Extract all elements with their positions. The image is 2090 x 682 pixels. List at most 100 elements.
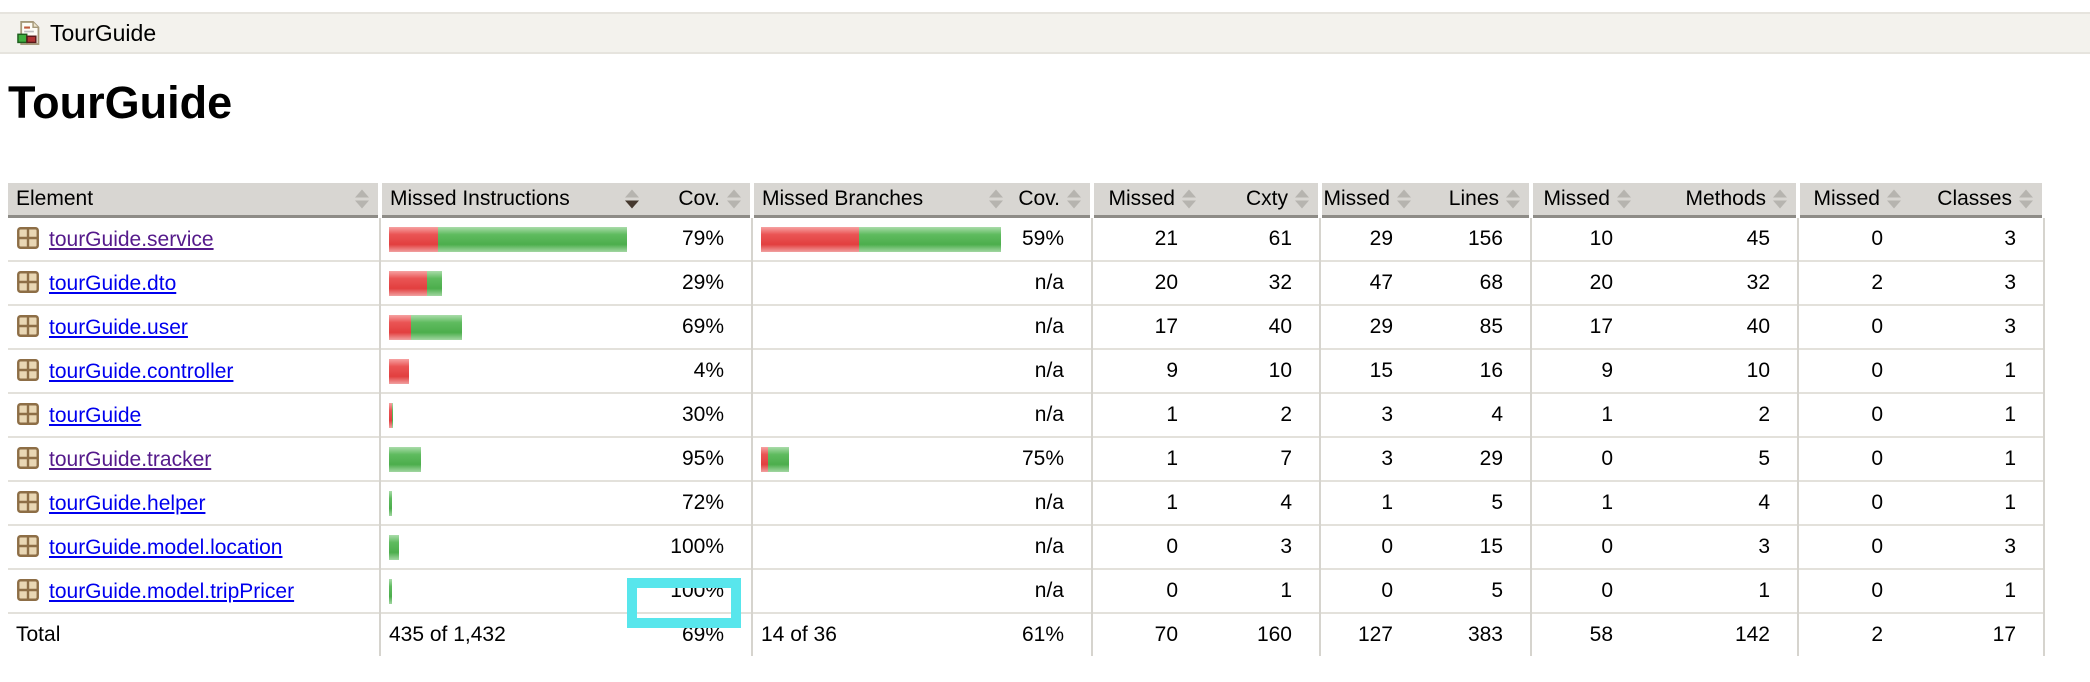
sort-icon [989,189,1003,209]
header-missed-methods[interactable]: Missed [1531,183,1640,218]
package-link[interactable]: tourGuide.controller [49,360,234,383]
missed-cxty: 9 [1092,348,1205,393]
total-missed-classes: 2 [1798,612,1910,656]
header-branch-coverage[interactable]: Cov. [1012,183,1094,218]
missed-lines: 29 [1320,215,1420,261]
total-label: Total [8,612,381,656]
package-link[interactable]: tourGuide.dto [49,272,177,295]
cell-element: tourGuide.helper [8,480,381,525]
header-element[interactable]: Element [8,183,382,218]
missed-branches-bar [752,436,1012,481]
package-link[interactable]: tourGuide.user [49,316,188,339]
cell-element: tourGuide.model.tripPricer [8,568,381,613]
methods: 4 [1640,480,1799,525]
missed-cxty: 21 [1092,215,1205,261]
classes: 1 [1910,436,2045,481]
breadcrumb: TourGuide [0,12,2090,54]
cell-element: tourGuide.user [8,304,381,349]
header-missed-cxty[interactable]: Missed [1092,183,1205,218]
cxty: 4 [1205,480,1321,525]
missed-classes: 0 [1798,392,1910,437]
methods: 3 [1640,524,1799,569]
total-missed-lines: 127 [1320,612,1420,656]
total-lines: 383 [1420,612,1532,656]
missed-methods: 1 [1531,392,1640,437]
package-link[interactable]: tourGuide.service [49,228,214,251]
missed-cxty: 1 [1092,480,1205,525]
branch-coverage: 59% [1012,215,1093,261]
package-link[interactable]: tourGuide.helper [49,492,206,515]
branch-coverage: n/a [1012,480,1093,525]
missed-instructions-bar [380,392,648,437]
lines: 15 [1420,524,1532,569]
cell-element: tourGuide.controller [8,348,381,393]
missed-cxty: 0 [1092,568,1205,613]
total-missed-instructions: 435 of 1,432 [380,612,648,656]
missed-branches-bar [752,524,1012,569]
cxty: 32 [1205,260,1321,305]
missed-instructions-bar [380,480,648,525]
package-link[interactable]: tourGuide.model.tripPricer [49,580,295,603]
total-branch-coverage: 61% [1012,612,1093,656]
methods: 45 [1640,215,1799,261]
table-row: tourGuide.model.location 100% n/a 0 3 0 … [8,524,2045,569]
header-classes[interactable]: Classes [1910,183,2046,218]
branch-coverage: 75% [1012,436,1093,481]
table-row: tourGuide.controller 4% n/a 9 10 15 16 9… [8,348,2045,393]
classes: 3 [1910,304,2045,349]
cxty: 61 [1205,215,1321,261]
branch-coverage: n/a [1012,392,1093,437]
header-missed-instructions[interactable]: Missed Instructions [380,183,648,218]
table-row: tourGuide.tracker 95% 75% 1 7 3 29 0 5 0… [8,436,2045,481]
lines: 85 [1420,304,1532,349]
methods: 2 [1640,392,1799,437]
header-methods[interactable]: Methods [1640,183,1800,218]
header-missed-branches[interactable]: Missed Branches [752,183,1012,218]
header-missed-lines[interactable]: Missed [1320,183,1420,218]
classes: 3 [1910,524,2045,569]
missed-instructions-bar [380,215,648,261]
header-missed-classes[interactable]: Missed [1798,183,1910,218]
table-row: tourGuide.user 69% n/a 17 40 29 85 17 40… [8,304,2045,349]
missed-lines: 0 [1320,524,1420,569]
cxty: 7 [1205,436,1321,481]
sort-icon [1295,189,1309,209]
missed-classes: 0 [1798,304,1910,349]
cell-element: tourGuide.service [8,215,381,261]
total-row: Total 435 of 1,432 69% 14 of 36 61% 70 1… [8,612,2045,656]
sort-icon [1773,189,1787,209]
package-icon [16,226,40,250]
missed-cxty: 1 [1092,436,1205,481]
header-lines[interactable]: Lines [1420,183,1533,218]
missed-methods: 9 [1531,348,1640,393]
cxty: 10 [1205,348,1321,393]
package-link[interactable]: tourGuide.model.location [49,536,283,559]
jacoco-report-page: TourGuide TourGuide Element Missed Instr… [0,12,2090,682]
report-icon [16,20,42,46]
header-cxty[interactable]: Cxty [1205,183,1322,218]
header-instruction-coverage[interactable]: Cov. [648,183,754,218]
sort-icon [1397,189,1411,209]
package-link[interactable]: tourGuide.tracker [49,448,212,471]
missed-classes: 0 [1798,524,1910,569]
sort-icon [1617,189,1631,209]
instruction-coverage: 79% [648,215,753,261]
classes: 1 [1910,480,2045,525]
missed-lines: 3 [1320,392,1420,437]
breadcrumb-label: TourGuide [50,19,157,46]
missed-instructions-bar [380,348,648,393]
cxty: 3 [1205,524,1321,569]
missed-methods: 1 [1531,480,1640,525]
cxty: 40 [1205,304,1321,349]
missed-classes: 0 [1798,480,1910,525]
classes: 1 [1910,392,2045,437]
missed-cxty: 0 [1092,524,1205,569]
instruction-coverage: 100% [648,568,753,613]
table-row: tourGuide.service 79% 59% 21 61 29 156 1… [8,215,2045,261]
classes: 1 [1910,348,2045,393]
lines: 4 [1420,392,1532,437]
lines: 29 [1420,436,1532,481]
missed-methods: 0 [1531,524,1640,569]
package-link[interactable]: tourGuide [49,404,142,427]
branch-coverage: n/a [1012,524,1093,569]
